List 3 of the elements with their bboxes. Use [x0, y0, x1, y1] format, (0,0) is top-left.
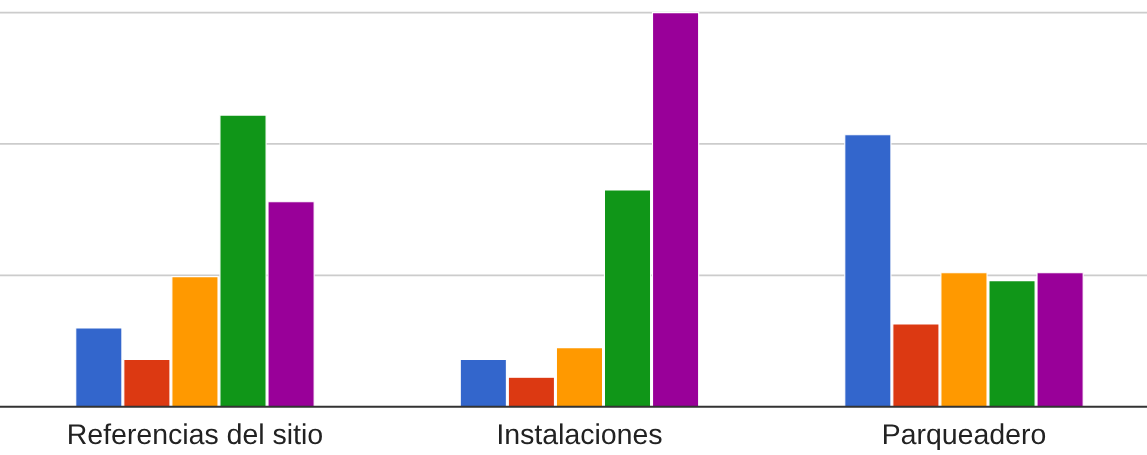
x-tick-label: Referencias del sitio: [69, 423, 322, 445]
x-tick-label: Instalaciones: [499, 423, 662, 445]
x-tick-label: Parqueadero: [884, 423, 1046, 450]
